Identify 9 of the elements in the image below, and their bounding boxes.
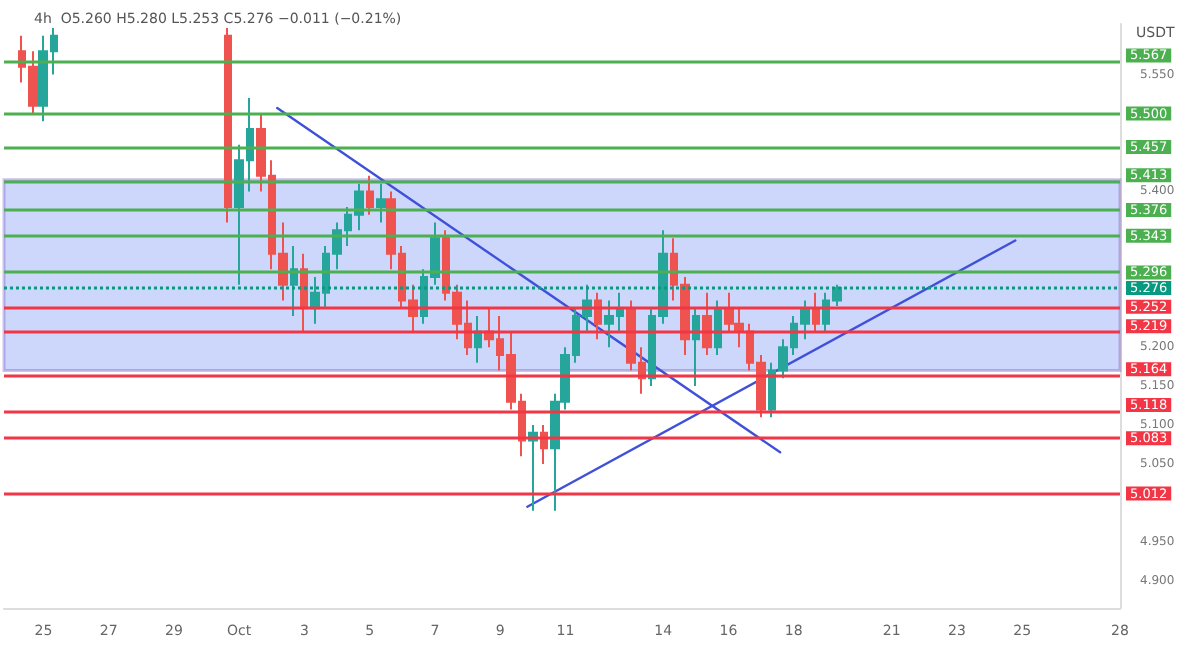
candlestick (702, 291, 712, 356)
candlestick (474, 315, 482, 364)
candlestick (692, 307, 700, 388)
candlestick (812, 291, 820, 333)
candlestick (376, 182, 386, 224)
candlestick (290, 244, 298, 317)
candlestick (224, 26, 232, 224)
candlestick (594, 291, 602, 341)
candlestick (366, 174, 374, 216)
